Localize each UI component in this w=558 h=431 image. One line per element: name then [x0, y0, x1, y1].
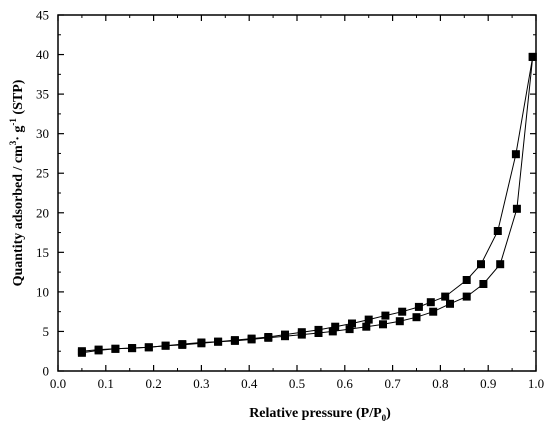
square-marker	[511, 150, 520, 159]
y-tick-label: 15	[36, 245, 49, 260]
x-tick-label: 0.4	[241, 376, 258, 391]
y-tick-label: 35	[36, 87, 49, 102]
square-marker	[264, 333, 273, 341]
y-axis-title: Quantity adsorbed / cm3· g-1 (STP)	[8, 79, 26, 286]
series-adsorption	[77, 52, 537, 357]
square-marker	[94, 345, 103, 354]
x-tick-label: 0.0	[50, 376, 66, 391]
series-line	[81, 56, 534, 352]
square-marker	[414, 302, 423, 311]
square-marker	[426, 298, 435, 307]
square-marker	[314, 325, 323, 334]
x-tick-label: 0.5	[289, 376, 305, 391]
x-tick-label: 0.7	[384, 376, 401, 391]
x-tick-label: 0.9	[480, 376, 496, 391]
y-tick-label: 25	[36, 166, 49, 181]
square-marker	[496, 260, 505, 269]
y-tick-label: 10	[36, 284, 49, 299]
square-marker	[247, 334, 256, 343]
square-marker	[528, 52, 537, 61]
x-tick-label: 0.3	[193, 376, 209, 391]
x-tick-label: 1.0	[528, 376, 544, 391]
square-marker	[128, 344, 137, 353]
square-marker	[331, 322, 340, 331]
plot-frame	[57, 14, 537, 372]
square-marker	[493, 227, 502, 235]
square-marker	[381, 311, 390, 320]
square-marker	[462, 292, 471, 301]
square-marker	[395, 317, 404, 326]
x-axis-title: Relative pressure (P/P0)	[249, 406, 391, 423]
square-marker	[348, 319, 356, 328]
square-marker	[398, 307, 407, 316]
y-tick-label: 5	[43, 324, 50, 339]
series-line	[81, 56, 534, 354]
square-marker	[178, 340, 187, 349]
x-tick-label: 0.1	[98, 376, 114, 391]
square-marker	[328, 327, 337, 336]
x-tick-label: 0.6	[337, 376, 354, 391]
square-marker	[144, 343, 153, 352]
square-marker	[362, 322, 371, 331]
axis-tick-labels: 0.0 0.1 0.2 0.3 0.4 0.5 0.6 0.7 0.8 0.9 1.0 0 5 10 15 2…	[36, 8, 544, 392]
y-tick-label: 0	[43, 364, 50, 379]
square-marker	[161, 341, 170, 350]
plot-area	[57, 14, 537, 372]
y-tick-label: 40	[36, 47, 49, 62]
square-marker	[477, 260, 485, 269]
square-marker	[230, 336, 239, 345]
square-marker	[297, 328, 306, 337]
square-marker	[412, 313, 421, 322]
square-marker	[379, 320, 387, 329]
x-tick-label: 0.2	[145, 376, 161, 391]
series-desorption	[77, 52, 537, 356]
square-marker	[197, 338, 206, 347]
x-tick-label: 0.8	[432, 376, 448, 391]
square-marker	[441, 292, 450, 301]
y-tick-label: 20	[36, 205, 49, 220]
square-marker	[77, 347, 86, 356]
square-marker	[281, 330, 289, 339]
square-marker	[345, 325, 354, 334]
square-marker	[214, 337, 223, 346]
square-marker	[512, 204, 521, 213]
square-marker	[429, 307, 438, 316]
square-marker	[479, 280, 488, 288]
square-marker	[364, 315, 373, 324]
square-marker	[111, 344, 120, 353]
axis-ticks	[57, 14, 537, 372]
y-tick-label: 45	[36, 8, 49, 23]
square-marker	[446, 299, 454, 308]
y-tick-label: 30	[36, 126, 49, 141]
square-marker	[462, 276, 471, 284]
